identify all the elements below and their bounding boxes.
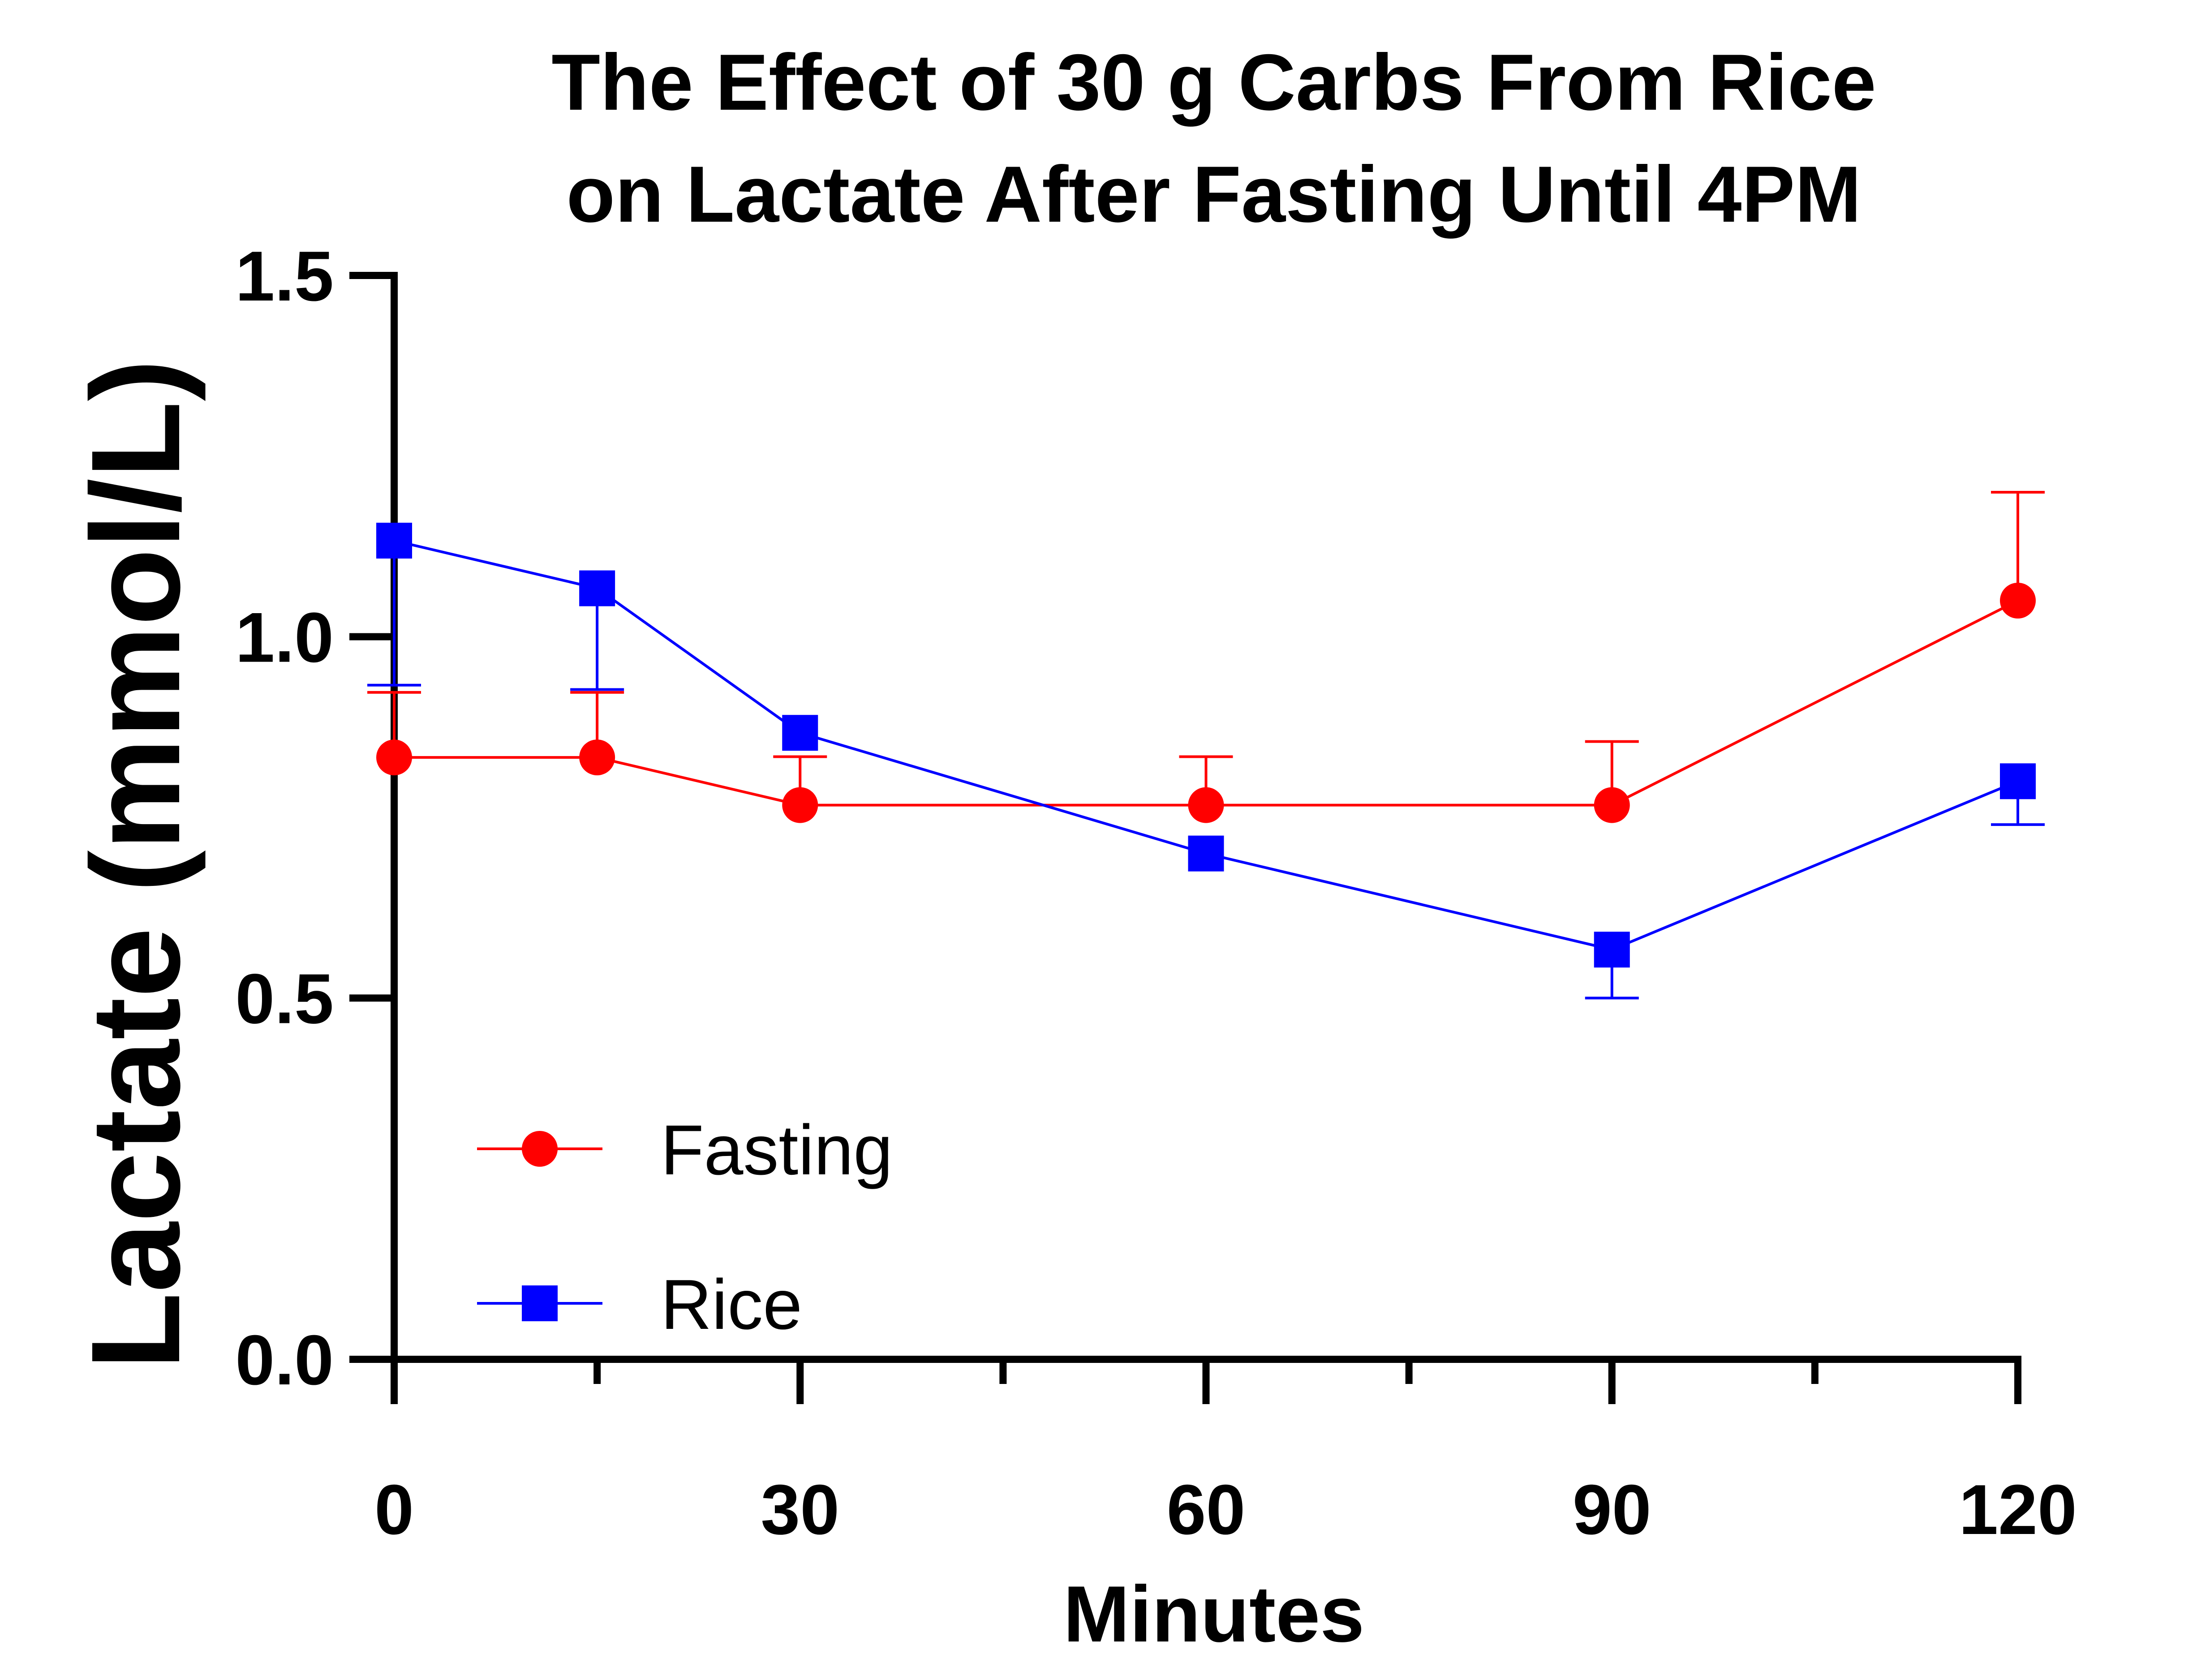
x-tick-label-1: 30 bbox=[761, 1470, 839, 1549]
x-tick-label-3: 90 bbox=[1573, 1470, 1651, 1549]
legend-label-rice: Rice bbox=[661, 1265, 802, 1344]
legend-marker-rice bbox=[522, 1285, 558, 1321]
data-point-fasting-1 bbox=[579, 739, 615, 776]
plot-series bbox=[367, 491, 2045, 1000]
axes bbox=[349, 272, 2021, 1404]
data-point-rice-4 bbox=[1594, 932, 1630, 968]
data-point-rice-3 bbox=[1188, 835, 1224, 872]
data-point-fasting-4 bbox=[1594, 787, 1630, 823]
series-rice bbox=[367, 523, 2045, 1000]
y-tick-label-3: 1.5 bbox=[235, 237, 334, 316]
data-point-rice-0 bbox=[376, 523, 412, 559]
x-tick-label-2: 60 bbox=[1167, 1470, 1246, 1549]
y-tick-label-1: 0.5 bbox=[235, 959, 334, 1038]
y-tick-label-0: 0.0 bbox=[235, 1321, 334, 1400]
data-point-fasting-2 bbox=[782, 787, 818, 823]
legend-marker-fasting bbox=[522, 1131, 558, 1167]
chart-title-line-1: The Effect of 30 g Carbs From Rice bbox=[551, 38, 1876, 127]
data-point-fasting-3 bbox=[1188, 787, 1224, 823]
chart-title: The Effect of 30 g Carbs From Rice on La… bbox=[551, 38, 1876, 239]
legend-item-fasting: Fasting bbox=[477, 1111, 893, 1190]
x-tick-labels: 0 30 60 90 120 bbox=[374, 1470, 2077, 1549]
data-point-rice-5 bbox=[2000, 763, 2036, 799]
legend-item-rice: Rice bbox=[477, 1265, 802, 1344]
series-fasting bbox=[367, 491, 2045, 823]
series-line-fasting bbox=[394, 599, 2019, 807]
x-tick-label-0: 0 bbox=[374, 1470, 414, 1549]
chart-title-line-2: on Lactate After Fasting Until 4PM bbox=[566, 150, 1861, 239]
data-point-fasting-5 bbox=[2000, 583, 2036, 619]
data-point-fasting-0 bbox=[376, 739, 412, 776]
x-axis-title: Minutes bbox=[1063, 1569, 1364, 1659]
series-line-rice bbox=[394, 539, 2019, 951]
legend-label-fasting: Fasting bbox=[661, 1111, 893, 1190]
y-tick-labels: 0.0 0.5 1.0 1.5 bbox=[235, 237, 334, 1400]
x-tick-label-4: 120 bbox=[1959, 1470, 2077, 1549]
data-point-rice-2 bbox=[782, 715, 818, 751]
data-point-rice-1 bbox=[579, 570, 615, 606]
legend: Fasting Rice bbox=[477, 1111, 893, 1344]
y-tick-label-2: 1.0 bbox=[235, 598, 334, 677]
y-axis-title: Lactate (mmol/L) bbox=[65, 359, 207, 1370]
